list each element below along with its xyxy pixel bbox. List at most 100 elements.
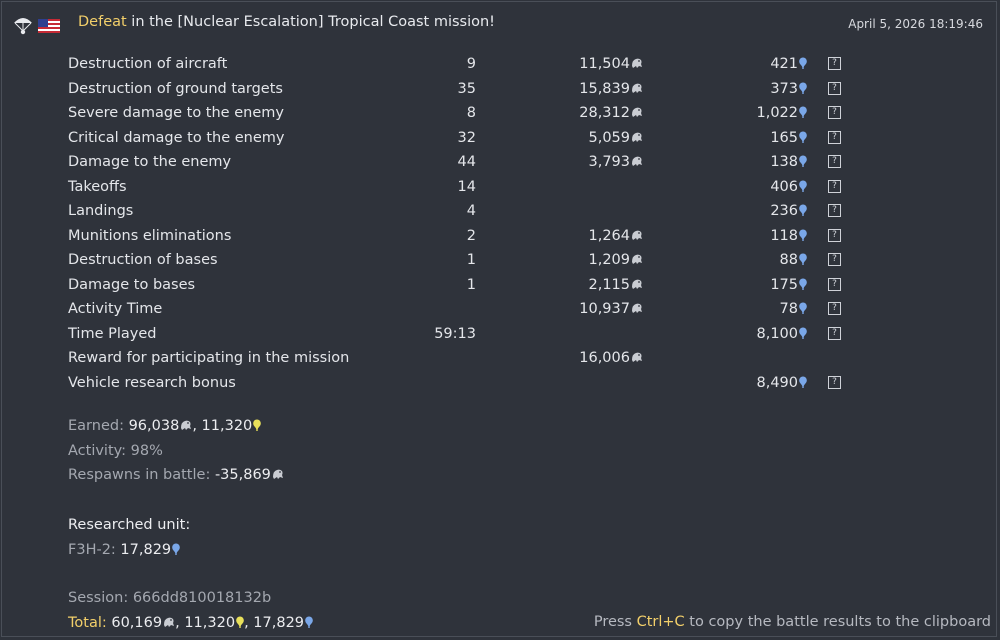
- help-icon[interactable]: ?: [828, 204, 841, 217]
- reward-rp: 165: [770, 126, 807, 151]
- total-line: Total: 60,169, 11,320, 17,829: [68, 611, 313, 636]
- reward-rp: 406: [770, 175, 807, 200]
- reward-count: 2: [466, 227, 476, 244]
- reward-silver: 11,504: [579, 52, 643, 77]
- reward-label: Severe damage to the enemy: [68, 105, 284, 121]
- silver-lions-icon: [631, 151, 643, 166]
- table-row: Destruction of ground targets 35 15,839 373…: [0, 77, 1000, 102]
- research-points-icon: [799, 78, 807, 94]
- earned-line: Earned: 96,038, 11,320: [68, 414, 284, 439]
- help-icon[interactable]: ?: [828, 106, 841, 119]
- table-row: Critical damage to the enemy 32 5,059 165?: [0, 126, 1000, 151]
- reward-silver: 1,209: [588, 248, 643, 273]
- research-points-icon: [799, 249, 807, 265]
- table-row: Vehicle research bonus 8,490?: [0, 371, 1000, 396]
- research-points-icon: [799, 102, 807, 118]
- research-points-icon: [172, 539, 180, 555]
- table-row: Destruction of bases 1 1,209 88?: [0, 248, 1000, 273]
- reward-count: 1: [466, 276, 476, 293]
- reward-rp: 421: [770, 52, 807, 77]
- help-icon[interactable]: ?: [828, 228, 841, 242]
- reward-label: Critical damage to the enemy: [68, 129, 285, 146]
- reward-label: Activity Time: [68, 301, 163, 317]
- copy-shortcut: Ctrl+C: [636, 614, 685, 630]
- help-icon[interactable]: ?: [828, 375, 841, 389]
- help-icon[interactable]: ?: [828, 253, 841, 266]
- silver-lions-icon: [631, 53, 643, 68]
- reward-silver: 2,115: [588, 273, 643, 298]
- us-flag-icon: [38, 18, 60, 33]
- table-row: Destruction of aircraft 9 11,504 421?: [0, 52, 1000, 77]
- help-icon[interactable]: ?: [828, 277, 841, 291]
- research-points-icon: [799, 176, 807, 192]
- reward-label: Damage to bases: [68, 276, 196, 293]
- research-points-icon: [799, 372, 807, 388]
- help-icon[interactable]: ?: [828, 302, 841, 315]
- reward-silver: 16,006: [579, 346, 643, 371]
- activity-value: 98%: [130, 442, 163, 459]
- research-points-icon: [799, 225, 807, 241]
- research-points-icon: [799, 323, 807, 339]
- research-points-icon: [799, 298, 807, 314]
- help-icon[interactable]: ?: [828, 130, 841, 144]
- help-icon[interactable]: ?: [828, 81, 841, 95]
- researched-label: Researched unit:: [68, 517, 191, 533]
- table-row: Damage to the enemy 44 3,793 138?: [0, 150, 1000, 175]
- help-icon[interactable]: ?: [828, 155, 841, 168]
- general-research-icon: [236, 612, 244, 628]
- reward-count: 8: [466, 105, 476, 121]
- reward-rp: 373: [770, 77, 807, 102]
- table-row: Landings 4 236?: [0, 199, 1000, 224]
- earned-silver: 96,038: [128, 418, 180, 434]
- unit-rp: 17,829: [120, 541, 172, 558]
- timestamp: April 5, 2026 18:19:46: [848, 17, 983, 31]
- earnings-summary: Earned: 96,038, 11,320 Activity: 98% Res…: [68, 414, 284, 488]
- help-icon[interactable]: ?: [828, 326, 841, 340]
- researched-unit-line: F3H-2: 17,829: [68, 538, 190, 563]
- help-icon[interactable]: ?: [828, 179, 841, 193]
- total-silver: 60,169: [111, 614, 163, 631]
- reward-rp: 8,490: [756, 371, 807, 396]
- respawns-value: -35,869: [214, 467, 271, 483]
- table-row: Damage to bases 1 2,115 175?: [0, 273, 1000, 298]
- reward-silver: 10,937: [579, 297, 643, 322]
- session-info: Session: 666dd810018132b Total: 60,169, …: [68, 586, 313, 635]
- table-row: Time Played 59:13 8,100?: [0, 322, 1000, 347]
- reward-silver: 1,264: [588, 224, 643, 249]
- reward-rp: 8,100: [756, 322, 807, 347]
- total-general-rp: 11,320: [184, 614, 236, 631]
- reward-label: Damage to the enemy: [68, 154, 232, 170]
- total-unit-rp: 17,829: [253, 614, 305, 631]
- mission-title: Defeat in the [Nuclear Escalation] Tropi…: [78, 14, 495, 30]
- general-research-icon: [253, 415, 262, 431]
- reward-label: Destruction of ground targets: [68, 80, 283, 97]
- outcome-label: Defeat: [78, 14, 127, 30]
- rewards-table: Destruction of aircraft 9 11,504 421? Destru…: [0, 52, 1000, 395]
- silver-lions-icon: [631, 225, 643, 240]
- copy-hint: Press Ctrl+C to copy the battle results …: [593, 614, 991, 630]
- silver-lions-icon: [631, 249, 643, 264]
- reward-count: 35: [457, 80, 476, 97]
- reward-rp: 236: [770, 199, 807, 224]
- reward-count: 9: [466, 56, 476, 72]
- research-points-icon: [799, 53, 807, 69]
- reward-rp: 78: [780, 297, 807, 322]
- table-row: Takeoffs 14 406?: [0, 175, 1000, 200]
- research-points-icon: [799, 151, 807, 167]
- session-line: Session: 666dd810018132b: [68, 590, 272, 606]
- reward-silver: 28,312: [579, 101, 643, 126]
- research-points-icon: [305, 612, 313, 628]
- reward-count: 14: [457, 178, 476, 195]
- silver-lions-icon: [631, 78, 643, 93]
- silver-lions-icon: [631, 298, 643, 313]
- help-icon[interactable]: ?: [828, 57, 841, 70]
- unit-name: F3H-2:: [68, 541, 121, 558]
- reward-rp: 175: [770, 273, 807, 298]
- research-points-icon: [799, 200, 807, 216]
- silver-lions-icon: [631, 127, 643, 142]
- silver-lions-icon: [272, 464, 284, 479]
- silver-lions-icon: [631, 347, 643, 362]
- silver-lions-icon: [163, 612, 175, 627]
- activity-line: Activity: 98%: [68, 442, 163, 459]
